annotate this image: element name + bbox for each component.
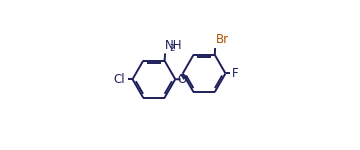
Text: F: F [232,67,239,80]
Text: Cl: Cl [114,73,125,86]
Text: Br: Br [216,33,229,46]
Text: 2: 2 [170,44,175,53]
Text: O: O [178,73,187,86]
Text: NH: NH [165,39,182,52]
